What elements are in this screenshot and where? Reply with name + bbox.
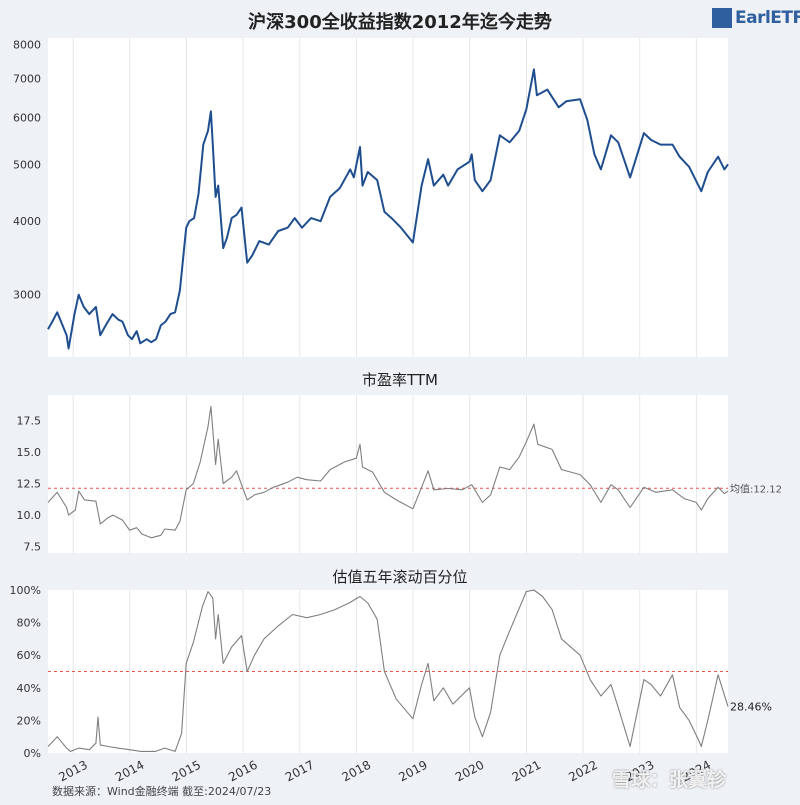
watermark-text: 雪球：张翼轸: [612, 769, 727, 791]
series-line-1: [47, 589, 729, 752]
x-tick-label: 2015: [170, 758, 204, 785]
x-tick-label: 2021: [510, 758, 544, 785]
x-tick-label: 2020: [453, 758, 487, 785]
y-tick-label: 100%: [10, 584, 41, 597]
y-tick-label: 7000: [13, 72, 41, 85]
series-line-1: [47, 405, 729, 539]
chart-panel-3: 0% 20% 40% 60% 80% 100% 28.46% 2013 2014 2015 2016…: [10, 584, 772, 784]
logo-text: EarlETF: [735, 8, 800, 28]
y-tick-label: 10.0: [17, 509, 42, 522]
x-tick-label: 2022: [566, 758, 600, 785]
end-value-label: 28.46%: [730, 701, 772, 714]
y-tick-label: 12.5: [17, 477, 42, 490]
chart-title: 沪深300全收益指数2012年迄今走势: [248, 12, 552, 33]
chart-panel-1: 3000 4000 5000 6000 7000 8000: [13, 38, 729, 357]
y-tick-label: 4000: [13, 215, 41, 228]
y-tick-label: 80%: [17, 617, 41, 630]
y-tick-label: 40%: [17, 682, 41, 695]
pe-panel-title: 市盈率TTM: [361, 371, 438, 389]
y-tick-label: 8000: [13, 38, 41, 51]
x-tick-label: 2013: [56, 758, 90, 785]
y-tick-label: 0%: [24, 747, 41, 760]
y-tick-label: 20%: [17, 714, 41, 727]
y-tick-label: 60%: [17, 649, 41, 662]
y-tick-label: 17.5: [17, 414, 42, 427]
x-tick-label: 2016: [226, 758, 260, 785]
series-line-1: [47, 68, 729, 350]
brand-logo: EarlETF: [712, 8, 800, 28]
plot-area: [48, 395, 728, 553]
percentile-panel-title: 估值五年滚动百分位: [332, 568, 468, 586]
y-tick-label: 6000: [13, 112, 41, 125]
y-tick-label: 5000: [13, 158, 41, 171]
y-tick-label: 3000: [13, 289, 41, 302]
reference-line-label: 均值:12.12: [730, 482, 782, 495]
data-source-note: 数据来源：Wind金融终端 截至:2024/07/23: [52, 785, 272, 798]
x-tick-label: 2017: [283, 758, 317, 785]
x-tick-label: 2014: [113, 758, 147, 785]
y-tick-label: 7.5: [24, 541, 42, 554]
chart-panel-2: 7.5 10.0 12.5 15.0 17.5 均值:12.12: [17, 395, 782, 554]
y-tick-label: 15.0: [17, 446, 42, 459]
x-tick-label: 2018: [340, 758, 374, 785]
x-tick-label: 2019: [396, 758, 430, 785]
plot-area: [48, 38, 728, 357]
logo-mark-icon: [712, 8, 732, 28]
